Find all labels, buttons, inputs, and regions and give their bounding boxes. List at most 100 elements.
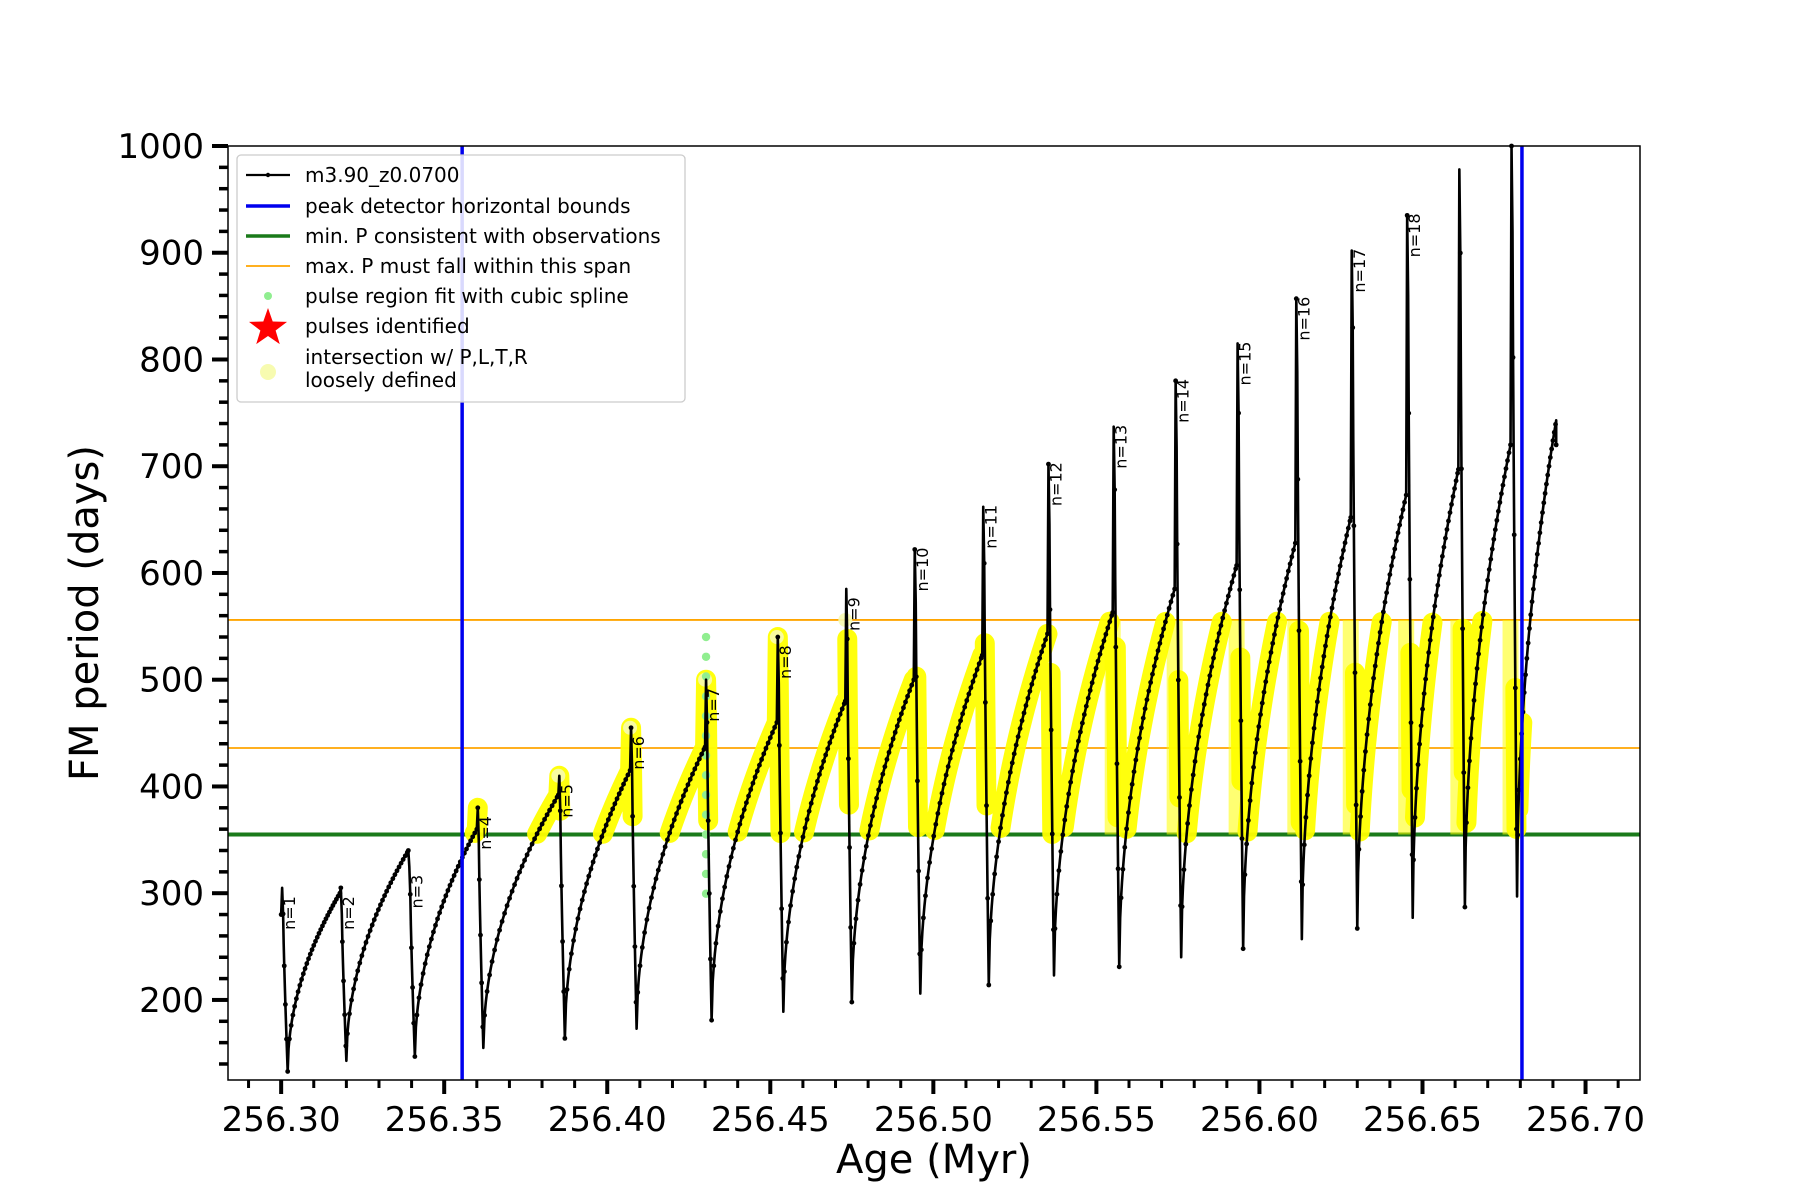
series-point (293, 996, 299, 1002)
series-point (1174, 541, 1180, 547)
series-point (575, 916, 581, 921)
series-point (1492, 527, 1498, 533)
pulse-label: n=2 (339, 896, 358, 930)
series-point (917, 951, 923, 957)
series-point (894, 723, 900, 729)
series-point (371, 917, 377, 923)
series-point (1331, 596, 1337, 602)
series-point (1279, 598, 1284, 604)
series-point (853, 916, 859, 922)
series-point (1081, 712, 1087, 717)
series-point (1394, 538, 1399, 544)
series-point (985, 895, 991, 901)
series-point (1536, 540, 1541, 546)
series-point (302, 966, 308, 971)
pulse-label: n=11 (981, 505, 1000, 549)
series-point (424, 952, 430, 958)
series-point (825, 746, 831, 752)
series-point (1374, 651, 1380, 657)
series-point (351, 986, 357, 992)
series-point (1245, 818, 1251, 823)
series-point (1311, 725, 1317, 731)
series-point (765, 740, 771, 746)
axes: 256.30 256.35 256.40 256.45 256.50 256.55 256.… (117, 127, 1645, 1140)
series-point (779, 906, 785, 912)
series-point (808, 800, 814, 806)
series-point (1314, 699, 1320, 705)
series-point (772, 725, 778, 730)
series-point (1205, 682, 1211, 688)
series-point (1371, 675, 1376, 681)
series-point (1003, 790, 1009, 796)
series-point (1131, 769, 1137, 775)
series-point (916, 868, 921, 874)
series-point (588, 866, 594, 872)
series-point (1443, 535, 1448, 541)
series-point (1468, 735, 1474, 741)
series-point (1511, 532, 1517, 538)
y-tick-label: 300 (139, 874, 204, 914)
series-point (937, 800, 943, 806)
series-point (660, 851, 666, 857)
series-point (1327, 614, 1333, 620)
series-point (586, 873, 592, 879)
series-point (1430, 614, 1436, 620)
series-point (349, 997, 354, 1003)
series-point (433, 922, 438, 928)
series-point (692, 766, 698, 772)
series-point (722, 884, 728, 890)
series-point (378, 902, 383, 908)
series-point (1137, 735, 1142, 741)
series-point (564, 987, 570, 992)
series-point (1495, 508, 1501, 514)
series-point (1159, 633, 1165, 639)
series-point (405, 848, 411, 853)
series-point (1240, 946, 1246, 952)
series-point (1166, 605, 1172, 611)
series-point (1361, 767, 1367, 773)
series-point (1471, 697, 1477, 703)
series-point (1318, 675, 1323, 681)
series-point (898, 711, 904, 717)
series-point (776, 742, 782, 748)
series-point (1101, 638, 1107, 644)
series-point (1291, 547, 1296, 553)
pulse-label: n=3 (407, 875, 426, 909)
series-point (1334, 579, 1340, 585)
series-point (792, 876, 798, 882)
series-point (409, 945, 414, 951)
series-point (1263, 679, 1269, 685)
series-point (717, 909, 723, 914)
series-point (1313, 712, 1319, 718)
series-point (1144, 697, 1150, 703)
series-point (1514, 826, 1519, 832)
series-point (1546, 463, 1552, 469)
series-point (784, 939, 789, 945)
series-point (1194, 746, 1200, 752)
x-tick-label: 256.60 (1200, 1100, 1319, 1140)
legend-label-span: max. P must fall within this span (305, 254, 631, 278)
series-point (1377, 629, 1383, 635)
series-point (1415, 762, 1421, 768)
series-point (285, 1069, 291, 1074)
series-point (1148, 680, 1154, 685)
model-series (278, 143, 1559, 1074)
series-point (453, 868, 459, 874)
series-point (1031, 675, 1037, 680)
pulse-label: n=16 (1294, 297, 1313, 341)
series-point (796, 853, 802, 859)
series-point (1218, 623, 1224, 629)
series-point (1491, 536, 1497, 542)
series-point (912, 547, 918, 552)
series-point (1133, 757, 1139, 763)
series-point (1287, 561, 1293, 567)
series-point (630, 813, 636, 819)
series-point (1209, 664, 1215, 670)
series-point (1244, 841, 1250, 847)
series-point (1238, 718, 1244, 724)
series-point (342, 1012, 348, 1018)
series-point (1296, 628, 1302, 634)
series-point (1268, 650, 1274, 655)
series-point (713, 940, 719, 946)
series-point (651, 885, 657, 891)
